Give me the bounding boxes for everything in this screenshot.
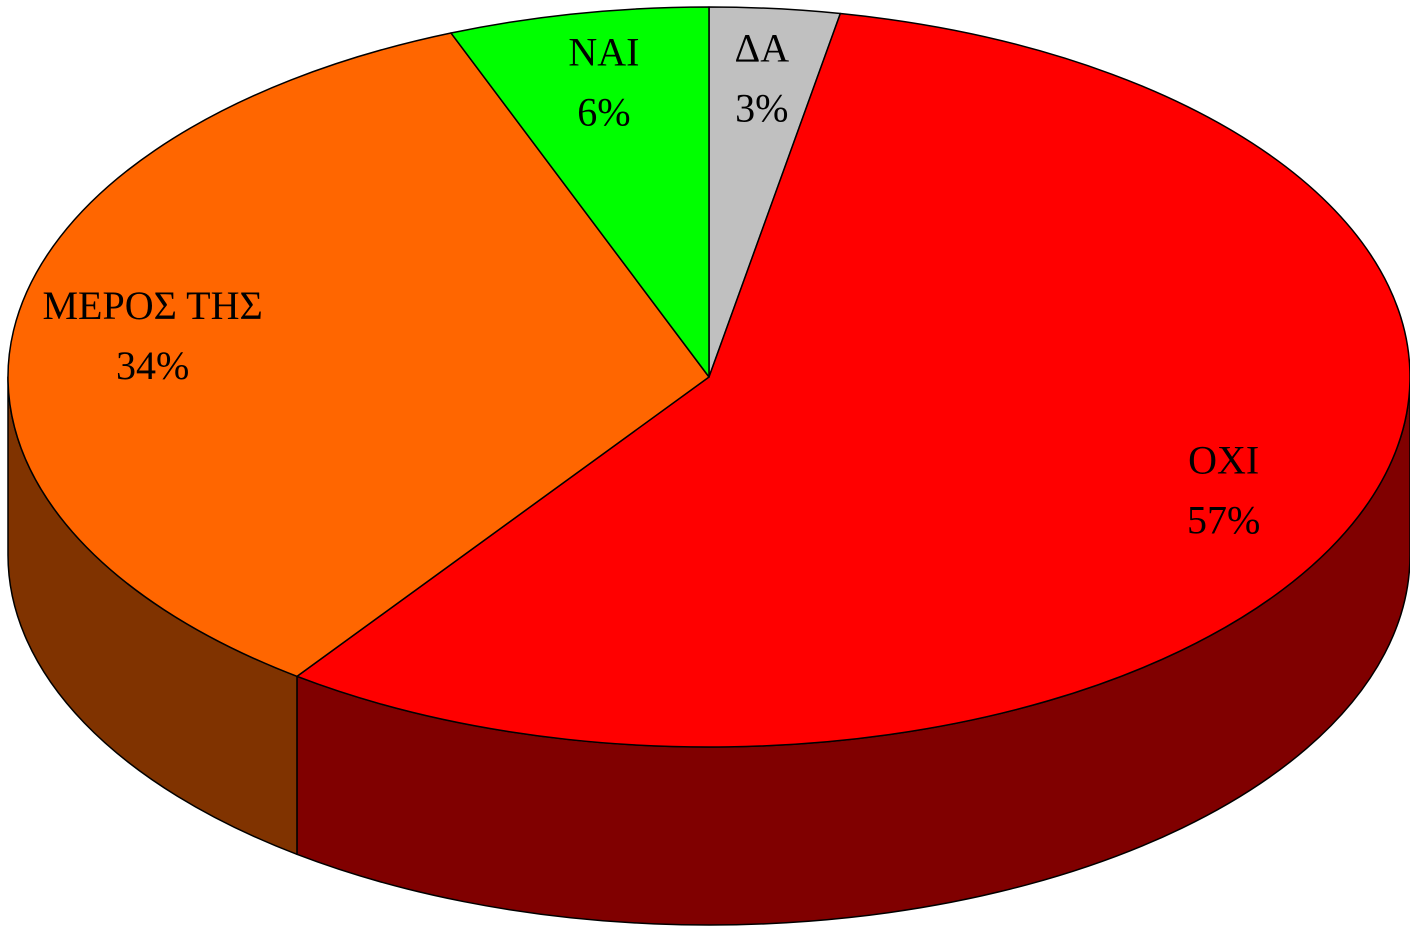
slice-value-label: 34%: [116, 343, 189, 388]
slice-value-label: 3%: [735, 85, 788, 130]
slice: [296, 12, 1410, 748]
slice-label: ΝΑΙ: [568, 29, 639, 74]
slice-label: ΔΑ: [734, 25, 789, 70]
slice: [450, 6, 710, 378]
slice-label: ΟΧΙ: [1188, 438, 1259, 483]
slice: [7, 32, 710, 678]
slice-value-label: 57%: [1187, 498, 1260, 543]
slice-label: ΜΕΡΟΣ ΤΗΣ: [42, 283, 262, 328]
slice-value-label: 6%: [577, 89, 630, 134]
